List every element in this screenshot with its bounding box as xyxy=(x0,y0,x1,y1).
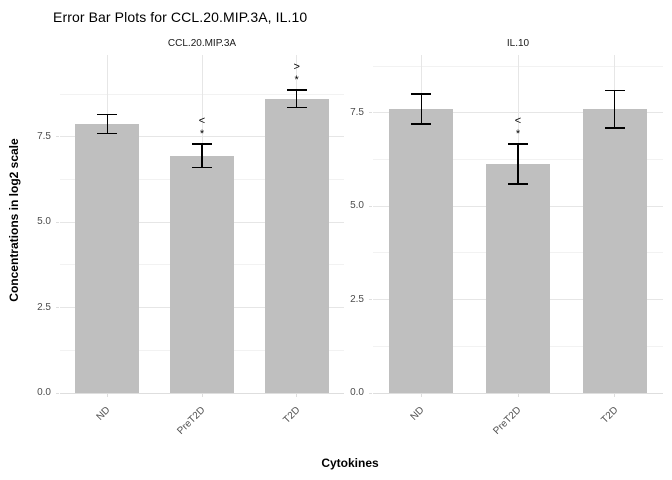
y-tick-label: 5.0 xyxy=(37,216,51,228)
y-tick-mark xyxy=(369,112,372,114)
x-tick-mark xyxy=(420,393,422,397)
y-tick-mark xyxy=(369,299,372,301)
y-tick-mark xyxy=(56,392,59,394)
x-tick-mark xyxy=(517,393,519,397)
error-bar-cap-top xyxy=(604,89,625,92)
error-bar-cap-top xyxy=(286,89,307,91)
significance-annotation: * xyxy=(294,74,299,87)
y-tick-label: 7.5 xyxy=(350,106,364,118)
y-tick-label: 0.0 xyxy=(37,387,51,398)
error-bar-line xyxy=(517,144,519,184)
bar-t2d xyxy=(264,99,329,393)
x-tick-label: PreT2D xyxy=(175,404,208,437)
bar-nd xyxy=(75,123,140,393)
y-tick-label: 5.0 xyxy=(350,200,364,212)
error-bar-cap-top xyxy=(411,93,432,95)
y-tick-label: 7.5 xyxy=(37,130,51,142)
significance-annotation: > xyxy=(293,61,300,74)
significance-annotation: < xyxy=(198,115,206,128)
bar-pret2d xyxy=(486,164,550,393)
x-tick-label: PreT2D xyxy=(491,404,524,437)
bar-t2d xyxy=(582,109,647,393)
error-bar-cap-bottom xyxy=(97,132,118,135)
error-bar-line xyxy=(106,114,109,134)
x-tick-mark xyxy=(296,393,298,397)
error-bar-line xyxy=(201,144,203,168)
error-bar-cap-bottom xyxy=(411,123,432,125)
significance-annotation: * xyxy=(199,128,205,141)
error-bar-cap-bottom xyxy=(286,106,307,109)
y-tick-mark xyxy=(56,136,59,138)
bar-pret2d xyxy=(170,156,234,393)
error-bar-cap-top xyxy=(192,143,212,145)
chart-title: Error Bar Plots for CCL.20.MIP.3A, IL.10 xyxy=(53,9,308,25)
y-tick-label: 0.0 xyxy=(350,387,364,398)
x-axis-title: Cytokines xyxy=(321,456,379,470)
y-tick-mark xyxy=(369,392,372,394)
error-bar-cap-bottom xyxy=(192,166,212,169)
error-bar-cap-bottom xyxy=(604,127,625,129)
y-tick-label: 2.5 xyxy=(350,293,364,305)
error-bar-line xyxy=(613,90,616,128)
x-tick-label: ND xyxy=(94,404,113,423)
y-tick-mark xyxy=(56,221,59,223)
x-tick-mark xyxy=(106,393,108,397)
y-tick-mark xyxy=(56,307,59,309)
facet-label-ccl20: CCL.20.MIP.3A xyxy=(167,38,237,49)
facet-label-il10: IL.10 xyxy=(506,38,530,49)
error-bar-line xyxy=(420,94,423,125)
error-bar-cap-top xyxy=(508,143,528,146)
significance-annotation: * xyxy=(515,128,521,141)
x-tick-label: T2D xyxy=(281,404,303,426)
error-bar-cap-top xyxy=(97,113,118,116)
bar-nd xyxy=(389,109,454,393)
y-tick-mark xyxy=(369,205,372,207)
x-tick-mark xyxy=(201,393,203,397)
significance-annotation: < xyxy=(514,115,522,128)
x-tick-mark xyxy=(614,393,616,397)
y-tick-label: 2.5 xyxy=(37,301,51,313)
x-tick-label: T2D xyxy=(599,404,621,426)
error-bar-line xyxy=(295,90,298,108)
error-bar-cap-bottom xyxy=(508,183,528,185)
